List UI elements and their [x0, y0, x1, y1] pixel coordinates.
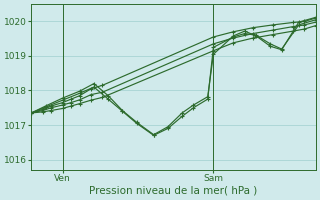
X-axis label: Pression niveau de la mer( hPa ): Pression niveau de la mer( hPa ): [90, 186, 258, 196]
